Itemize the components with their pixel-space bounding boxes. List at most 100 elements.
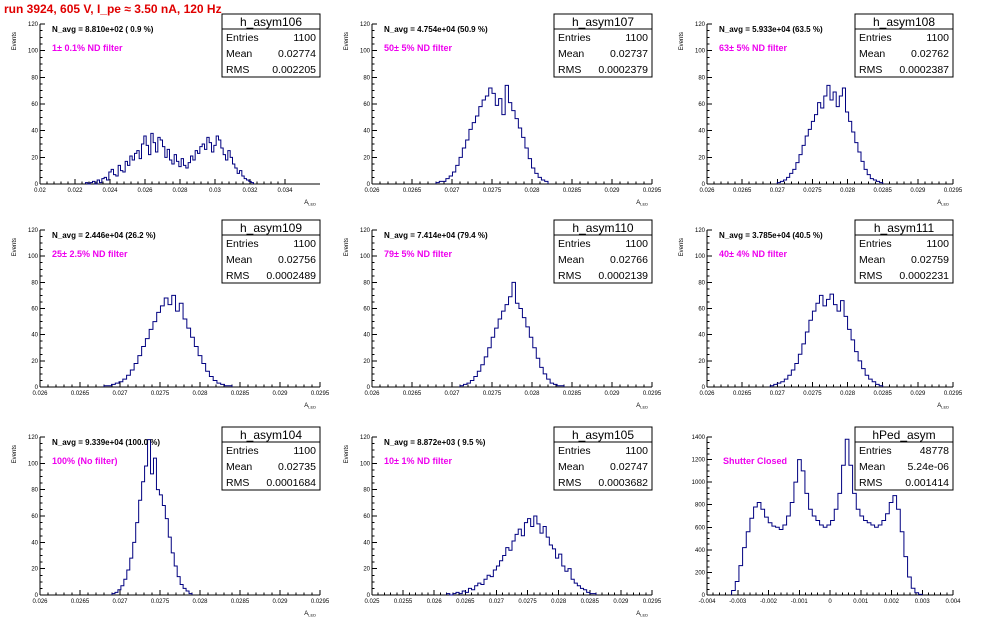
y-tick-label: 20: [31, 359, 38, 365]
y-tick-label: 80: [31, 280, 38, 286]
y-tick-label: 60: [31, 102, 38, 108]
filter-note: 63± 5% ND filter: [719, 43, 787, 53]
stat-value: 0.02756: [278, 254, 316, 266]
y-axis-title: Events: [12, 32, 18, 50]
stats-box: [221, 234, 321, 284]
y-tick-label: 40: [363, 333, 370, 339]
y-tick-label: 120: [28, 22, 39, 28]
x-tick-label: 0.0255: [394, 599, 413, 605]
panel-hPed_asym: -0.004 -0.003 -0.002 -0.001 0 0.001 0.002 0.003…: [692, 426, 961, 605]
n-avg-label: N_avg = 4.754e+04 (50.9 %): [384, 25, 488, 34]
stat-value: 0.02762: [911, 48, 949, 60]
stat-value: 1100: [293, 445, 316, 457]
run-title: run 3924, 605 V, I_pe ≈ 3.50 nA, 120 Hz: [4, 2, 222, 16]
x-tick-label: 0.028: [524, 391, 540, 397]
stat-label: RMS: [859, 477, 882, 489]
x-tick-label: 0.002: [884, 599, 900, 605]
x-tick-label: 0.026: [699, 188, 715, 194]
y-tick-label: 1400: [692, 435, 706, 441]
x-tick-label: 0.027: [444, 391, 460, 397]
x-tick-label: 0.024: [102, 188, 118, 194]
y-tick-label: 800: [695, 503, 706, 509]
stat-label: Entries: [226, 32, 259, 44]
x-tick-label: 0.004: [945, 599, 961, 605]
histogram-name: h_asym104: [240, 428, 302, 442]
panel-h_asym106: 0.02 0.022 0.024 0.026 0.028 0.03 0.032 0.034 0 2…: [12, 13, 321, 207]
panel-h_asym108: 0.026 0.0265 0.027 0.0275 0.028 0.0285 0.029 0.…: [679, 13, 963, 207]
stat-label: Entries: [859, 445, 892, 457]
filter-note: 1± 0.1% ND filter: [52, 43, 123, 53]
y-axis-title: Events: [12, 238, 18, 256]
stat-label: Mean: [859, 461, 885, 473]
stat-label: Entries: [226, 445, 259, 457]
x-tick-label: 0.0295: [311, 599, 330, 605]
x-tick-label: 0.0275: [151, 599, 170, 605]
y-tick-label: 80: [698, 75, 705, 81]
panel-h_asym105: 0.025 0.0255 0.026 0.0265 0.027 0.0275 0.028 0.…: [344, 426, 662, 618]
x-tick-label: 0.029: [272, 599, 288, 605]
x-tick-label: 0.0265: [71, 391, 90, 397]
x-tick-label: 0.029: [604, 188, 620, 194]
x-tick-label: 0.028: [172, 188, 188, 194]
x-tick-label: 0.026: [699, 391, 715, 397]
panel-h_asym110: 0.026 0.0265 0.027 0.0275 0.028 0.0285 0.029 0.…: [344, 219, 662, 410]
stat-label: Mean: [558, 48, 584, 60]
x-tick-label: -0.004: [698, 599, 716, 605]
stat-value: 1100: [293, 238, 316, 250]
stat-value: 1100: [926, 32, 949, 44]
x-axis-title: ALED: [304, 611, 316, 618]
histogram-name: h_asym108: [873, 15, 935, 29]
stat-label: Mean: [859, 254, 885, 266]
x-tick-label: 0.0265: [733, 391, 752, 397]
y-tick-label: 100: [695, 49, 706, 55]
y-tick-label: 20: [363, 359, 370, 365]
y-tick-label: 20: [363, 155, 370, 161]
x-tick-label: 0.029: [910, 188, 926, 194]
y-tick-label: 80: [31, 75, 38, 81]
stat-label: Mean: [558, 461, 584, 473]
y-tick-label: 120: [28, 228, 39, 234]
y-tick-label: 80: [363, 488, 370, 494]
stat-label: RMS: [859, 270, 882, 282]
panel-h_asym111: 0.026 0.0265 0.027 0.0275 0.028 0.0285 0.029 0.…: [679, 219, 963, 410]
x-tick-label: 0.027: [444, 188, 460, 194]
y-tick-label: 60: [363, 307, 370, 313]
x-axis-title: ALED: [636, 403, 648, 410]
stat-label: Mean: [859, 48, 885, 60]
y-tick-label: 20: [698, 359, 705, 365]
histogram-name: h_asym106: [240, 15, 302, 29]
x-tick-label: 0.028: [524, 188, 540, 194]
y-tick-label: 0: [702, 385, 706, 391]
x-tick-label: 0.027: [770, 391, 786, 397]
y-tick-label: 120: [360, 228, 371, 234]
x-tick-label: 0.027: [489, 599, 505, 605]
x-tick-label: -0.002: [760, 599, 778, 605]
y-tick-label: 40: [363, 129, 370, 135]
x-tick-label: 0.0275: [483, 391, 502, 397]
n-avg-label: N_avg = 8.872e+03 ( 9.5 %): [384, 438, 486, 447]
y-tick-label: 40: [698, 129, 705, 135]
y-tick-label: 200: [695, 570, 706, 576]
y-tick-label: 100: [360, 254, 371, 260]
x-tick-label: 0.0275: [483, 188, 502, 194]
histogram-line: [459, 281, 565, 387]
y-tick-label: 100: [28, 461, 39, 467]
stat-label: Entries: [558, 238, 591, 250]
y-tick-label: 0: [702, 182, 706, 188]
x-tick-label: 0.029: [613, 599, 629, 605]
stat-value: 48778: [920, 445, 949, 457]
filter-note: 79± 5% ND filter: [384, 249, 452, 259]
y-tick-label: 60: [31, 307, 38, 313]
y-tick-label: 80: [363, 75, 370, 81]
y-tick-label: 60: [31, 514, 38, 520]
stat-value: 0.0002379: [598, 64, 648, 76]
y-tick-label: 0: [367, 593, 371, 599]
y-tick-label: 1000: [692, 480, 706, 486]
x-tick-label: 0.022: [67, 188, 83, 194]
y-axis-title: Events: [679, 238, 685, 256]
histogram-name: h_asym109: [240, 221, 302, 235]
stat-label: Entries: [226, 238, 259, 250]
y-tick-label: 20: [31, 155, 38, 161]
y-tick-label: 40: [31, 333, 38, 339]
x-axis-title: ALED: [937, 200, 949, 207]
